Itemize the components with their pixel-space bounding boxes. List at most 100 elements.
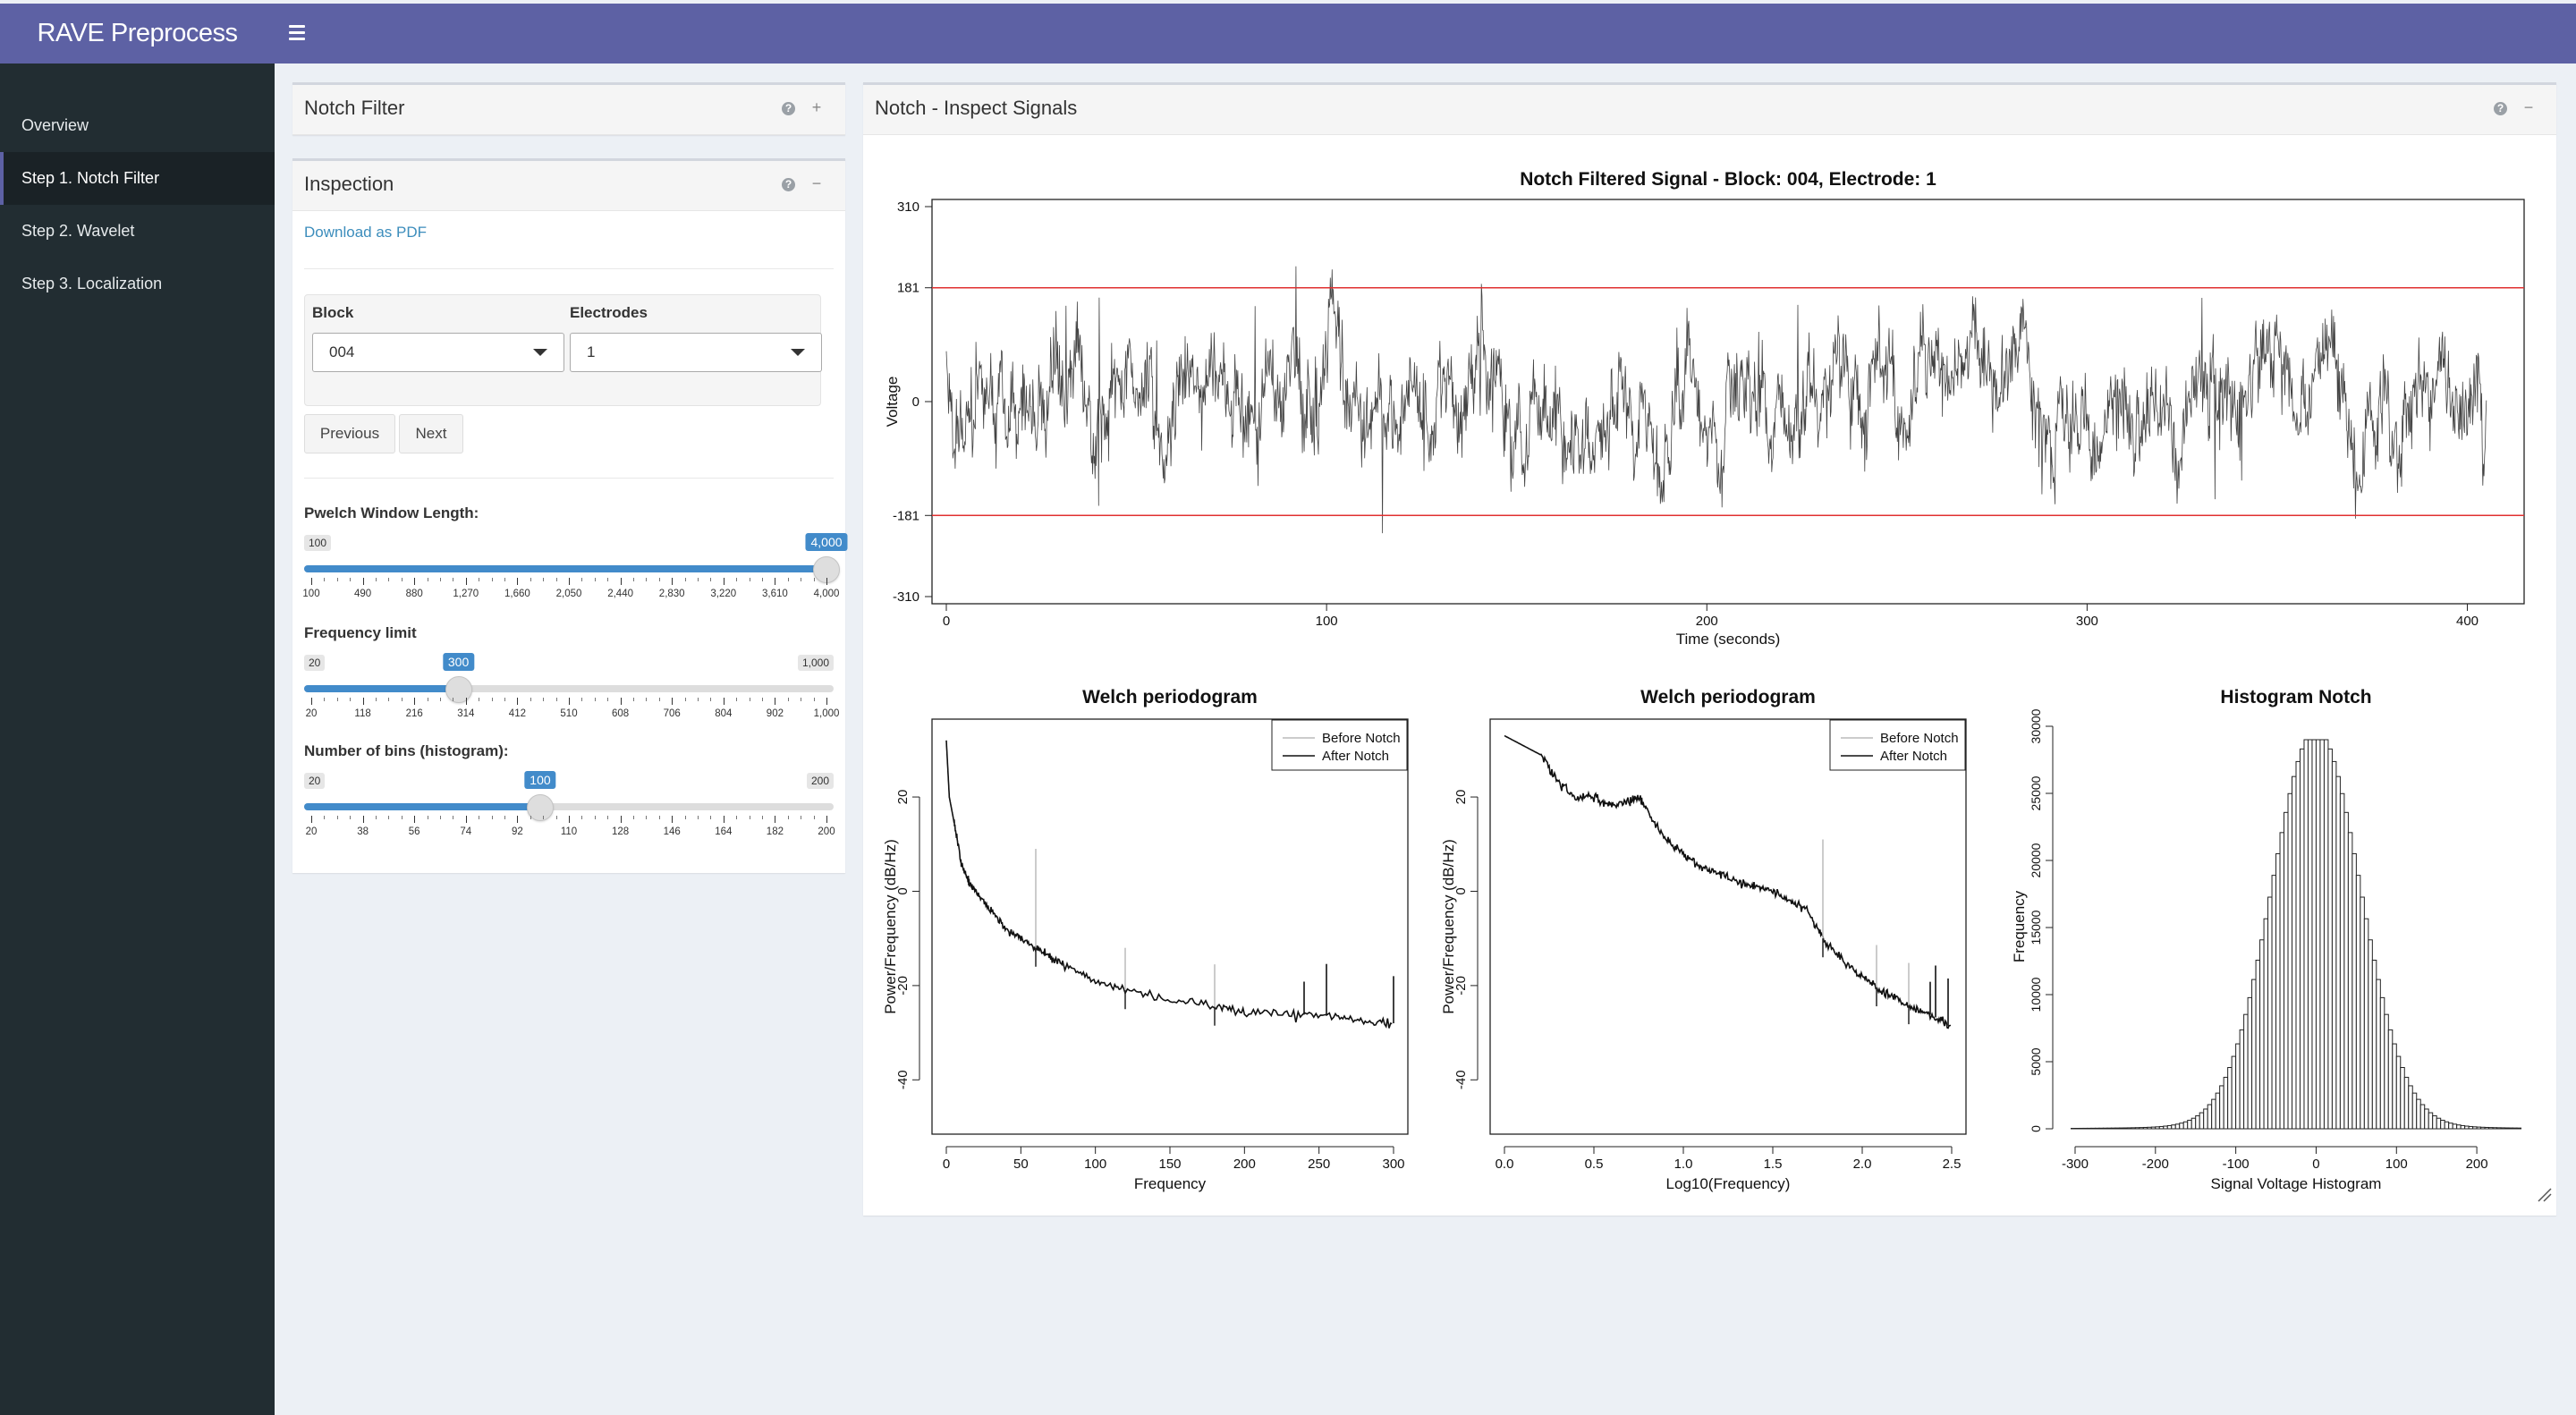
divider	[304, 268, 834, 269]
histogram-bar	[2195, 1114, 2200, 1130]
sidebar-item-localization[interactable]: Step 3. Localization	[21, 275, 163, 292]
minus-icon[interactable]: −	[2523, 98, 2534, 116]
box-title: Notch - Inspect Signals	[875, 97, 1078, 119]
histogram-bar	[2416, 1098, 2421, 1130]
welch-freq-plot-frame	[931, 718, 1409, 1135]
box-title: Notch Filter	[304, 97, 405, 119]
slider-tick-label: 118	[354, 708, 371, 719]
plus-icon[interactable]: +	[811, 98, 822, 116]
histogram-bar	[2360, 896, 2365, 1130]
histogram-bar	[2315, 739, 2321, 1130]
slider-tick-label: 706	[663, 708, 681, 719]
histogram-bar	[2166, 1124, 2173, 1130]
inspection-box: Inspection ? − Download as PDF Block Ele…	[292, 158, 848, 873]
slider-tick-label: 110	[560, 826, 578, 837]
slider-tick-label: 2,830	[658, 589, 685, 599]
slider-tick-label: 1,270	[453, 589, 479, 599]
welch-log-legend	[1829, 719, 1966, 771]
sidebar-item-notch-filter[interactable]: Step 1. Notch Filter	[0, 152, 275, 205]
welch-freq-y-tick-label: -40	[895, 1070, 911, 1089]
histogram-bar	[2131, 1127, 2136, 1130]
histogram-bar	[2512, 1127, 2518, 1130]
histogram-x-tick-label: 0	[2312, 1157, 2319, 1172]
slider-minor-tick	[787, 816, 789, 819]
signal-x-tick-label: 200	[1696, 614, 1718, 629]
signal-x-tick-label: 0	[943, 614, 950, 629]
histogram-bar	[2279, 832, 2285, 1130]
slider-tick-label: 412	[508, 708, 526, 719]
histogram-bar	[2147, 1126, 2152, 1130]
histogram-x-tick-label: -200	[2142, 1157, 2169, 1172]
previous-button[interactable]: Previous	[304, 414, 395, 453]
histogram-bar	[2211, 1098, 2216, 1130]
slider-minor-tick	[440, 698, 441, 701]
histogram-y-tick-label: 20000	[2029, 843, 2043, 877]
slider-minor-tick	[530, 698, 531, 701]
slider-tick-mark	[414, 698, 416, 705]
sidebar-item-overview[interactable]: Overview	[21, 116, 89, 134]
slider-tick-label: 56	[408, 826, 420, 837]
slider-tick-label: 314	[457, 708, 475, 719]
help-icon[interactable]: ?	[2494, 102, 2507, 115]
slider-tick-label: 20	[305, 826, 318, 837]
histogram-bar	[2384, 1013, 2389, 1130]
download-pdf-link[interactable]: Download as PDF	[304, 224, 428, 241]
slider-minor-tick	[440, 816, 441, 819]
welch-log-x-tick-label: 2.0	[1853, 1157, 1872, 1172]
histogram-bar	[2106, 1127, 2112, 1130]
slider-minor-tick	[684, 698, 686, 701]
signal-y-tick-label: 0	[912, 394, 919, 410]
slider-tick-label: 164	[715, 826, 733, 837]
num-bins-slider[interactable]: 20 200 100 20 38 56 74 92 110 128 146 164 182 200	[304, 771, 835, 837]
welch-log-y-tick-label: 20	[1453, 790, 1469, 805]
histogram-bar	[2171, 1124, 2176, 1130]
slider-fill	[304, 803, 540, 810]
slider-tick-label: 2,050	[555, 589, 582, 599]
slider-tick-mark	[362, 698, 364, 705]
histogram-bar	[2287, 792, 2293, 1130]
help-icon[interactable]: ?	[782, 178, 795, 191]
welch-freq-x-tick-label: 300	[1382, 1157, 1404, 1172]
pwelch-window-slider[interactable]: 100 4,000 100 490 880 1,270 1,660 2,050 2,440 2…	[302, 533, 848, 599]
signal-x-tick-label: 400	[2456, 614, 2479, 629]
minus-icon[interactable]: −	[811, 174, 822, 192]
slider-minor-tick	[594, 698, 596, 701]
slider-minor-tick	[762, 698, 763, 701]
histogram-x-tick-label: -100	[2223, 1157, 2250, 1172]
histogram-bar	[2223, 1076, 2229, 1130]
sidebar-toggle-icon[interactable]	[289, 25, 305, 41]
block-select[interactable]: 004	[312, 333, 564, 372]
help-icon[interactable]: ?	[782, 102, 795, 115]
histogram-bar	[2456, 1124, 2462, 1130]
slider-tick-mark	[414, 578, 416, 585]
welch-log-y-tick-label: -40	[1453, 1070, 1469, 1089]
slider-minor-tick	[376, 698, 377, 701]
slider-minor-tick	[607, 698, 609, 701]
welch-freq-legend	[1271, 719, 1408, 771]
histogram-bar	[2227, 1067, 2233, 1130]
slider-handle[interactable]	[526, 794, 554, 821]
slider-handle[interactable]	[445, 676, 472, 703]
sidebar-item-wavelet[interactable]: Step 2. Wavelet	[21, 222, 135, 240]
histogram-bar	[2235, 1043, 2241, 1130]
slider-minor-tick	[813, 698, 815, 701]
slider-max-label: 1,000	[797, 655, 834, 671]
app-title: RAVE Preprocess	[37, 19, 238, 47]
slider-value-label: 4,000	[805, 533, 848, 551]
frequency-limit-slider[interactable]: 20 1,000 300 20 118 216 314 412 510 608 706 804 9…	[304, 653, 839, 719]
signal-y-tick-label: -310	[893, 589, 919, 605]
next-button[interactable]: Next	[399, 414, 463, 453]
slider-tick-label: 1,000	[813, 708, 840, 719]
slider-value-label: 300	[442, 653, 475, 671]
slider-fill	[304, 685, 459, 692]
slider-tick-mark	[311, 578, 312, 585]
slider-minor-tick	[350, 578, 352, 581]
histogram-bar	[2400, 1067, 2405, 1130]
slider-minor-tick	[658, 816, 660, 819]
slider-minor-tick	[336, 816, 338, 819]
slider-minor-tick	[581, 698, 583, 701]
electrodes-select[interactable]: 1	[570, 333, 822, 372]
notch-filter-header[interactable]: Notch Filter ? +	[292, 85, 845, 135]
welch-freq-xlabel: Frequency	[1134, 1175, 1207, 1192]
histogram-y-tick-label: 10000	[2029, 977, 2043, 1012]
